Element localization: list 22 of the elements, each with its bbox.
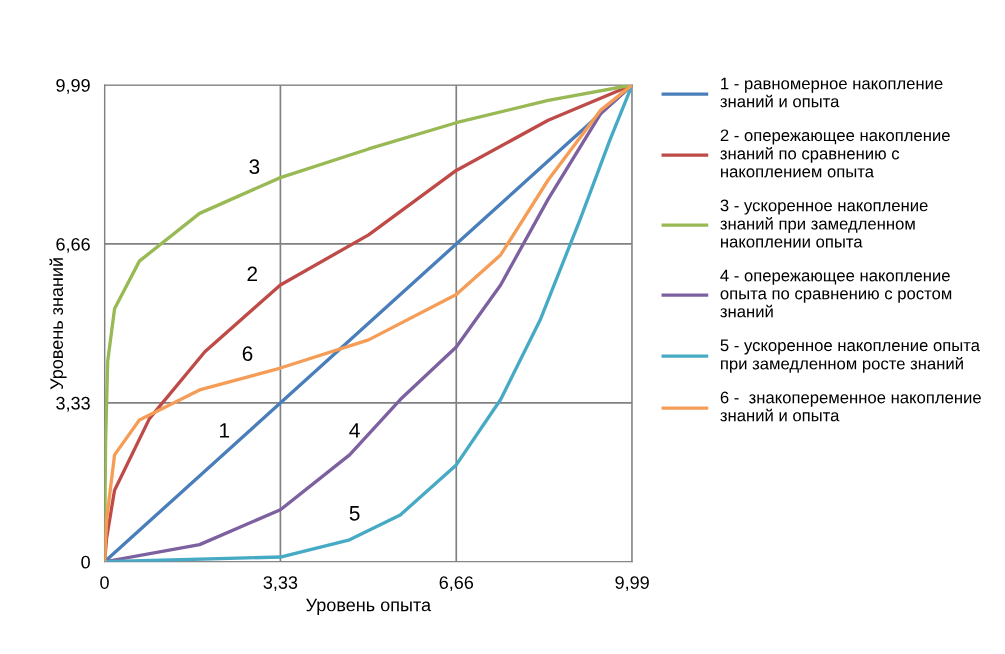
legend-label: 5 - ускоренное накопление опыта при замедленном росте знаний xyxy=(720,339,980,373)
y-tick-label: 3,33 xyxy=(56,396,90,412)
legend-label: 4 - опережающее накопление опыта по сравнению с ростом знаний xyxy=(720,269,952,318)
x-tick-label: 3,33 xyxy=(263,576,298,592)
annotation: 2 xyxy=(247,266,257,282)
annotation: 4 xyxy=(349,423,360,438)
annotation: 6 xyxy=(242,346,253,361)
x-tick-label: 9,99 xyxy=(615,576,649,592)
x-axis-title: Уровень опыта xyxy=(306,598,432,615)
annotation: 5 xyxy=(349,506,360,521)
legend-label: 2 - опережающее накопление знаний по сравнению с накоплением опыта xyxy=(720,129,950,178)
legend-label: 6 - знакопеременное накопление знаний и опыта xyxy=(720,391,981,422)
annotation: 1 xyxy=(220,423,230,438)
y-axis-title: Уровень знаний xyxy=(49,258,67,390)
x-tick-label: 6,66 xyxy=(439,576,474,592)
y-tick-label: 9,99 xyxy=(56,78,90,94)
x-tick-label: 0 xyxy=(100,576,109,589)
annotation: 3 xyxy=(249,159,260,175)
legend-label: 1 - равномерное накопление знаний и опыта xyxy=(720,77,943,108)
y-tick-label: 6,66 xyxy=(56,237,90,253)
legend-label: 3 - ускоренное накопление знаний при замедленном накоплении опыта xyxy=(720,199,928,248)
y-tick-label: 0 xyxy=(81,555,90,569)
